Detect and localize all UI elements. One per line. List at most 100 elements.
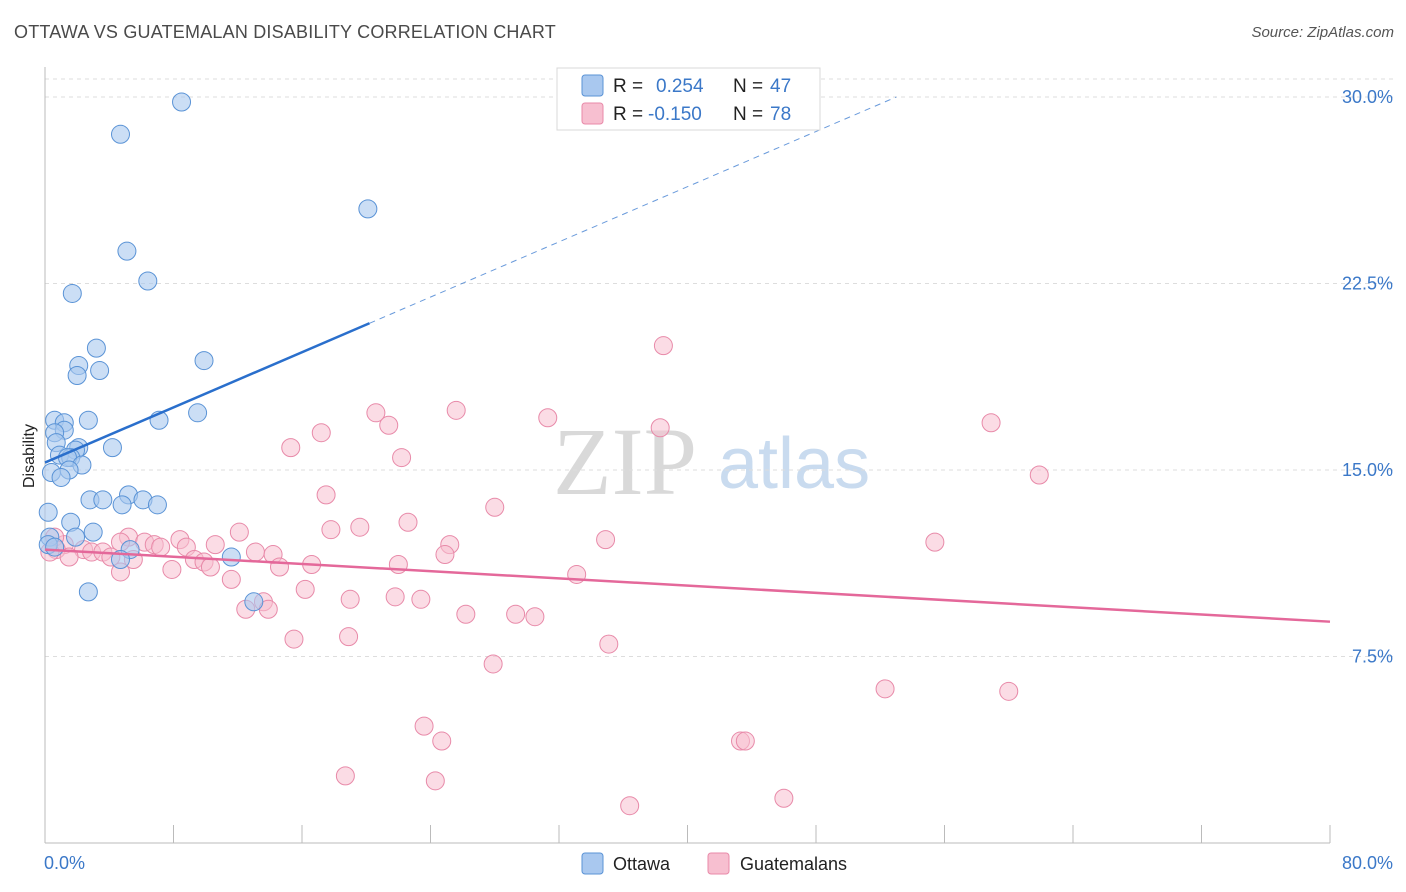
- ottawa-trend-line: [44, 322, 370, 464]
- guatemalans-point-7: [311, 423, 331, 443]
- ottawa-trend-extension: [369, 96, 897, 324]
- ottawa-points: [38, 92, 378, 612]
- ottawa-point-11: [188, 403, 208, 423]
- guatemalans-point-22: [925, 532, 945, 552]
- guatemalans-point-67: [414, 716, 434, 736]
- bottom-legend-label-guatemalans: Guatemalans: [740, 854, 847, 874]
- legend-n-label-ottawa: N =: [733, 76, 763, 97]
- guatemalans-point-8: [281, 438, 301, 458]
- guatemalans-point-52: [340, 589, 360, 609]
- ottawa-point-33: [112, 495, 132, 515]
- guatemalans-point-63: [599, 634, 619, 654]
- gridlines: [45, 78, 1395, 657]
- guatemalans-point-59: [506, 604, 526, 624]
- guatemalans-point-17: [596, 530, 616, 550]
- x-tick-label-1: 80.0%: [1342, 853, 1393, 873]
- ottawa-point-5: [62, 283, 82, 303]
- guatemalans-point-15: [350, 517, 370, 537]
- tick-labels: 7.5% 15.0% 22.5% 30.0% 0.0% 80.0%: [44, 87, 1393, 873]
- guatemalans-point-47: [162, 559, 182, 579]
- guatemalans-point-60: [525, 607, 545, 627]
- guatemalans-trend-line: [44, 548, 1331, 623]
- ottawa-point-1: [110, 124, 130, 144]
- guatemalans-point-51: [295, 579, 315, 599]
- guatemalans-point-49: [221, 569, 241, 589]
- stats-legend: R = 0.254 N = 47 R = -0.150 N = 78: [556, 67, 821, 131]
- ottawa-point-13: [78, 410, 98, 430]
- ottawa-point-43: [221, 547, 241, 567]
- ottawa-point-34: [147, 495, 167, 515]
- guatemalans-point-70: [735, 731, 755, 751]
- guatemalans-point-21: [205, 535, 225, 555]
- guatemalans-point-65: [875, 679, 895, 699]
- guatemalans-point-54: [411, 589, 431, 609]
- guatemalans-point-5: [379, 415, 399, 435]
- ottawa-point-7: [194, 351, 214, 371]
- guatemalans-point-32: [151, 537, 171, 557]
- guatemalans-point-74: [774, 788, 794, 808]
- ottawa-point-45: [78, 582, 98, 602]
- y-tick-label-3: 30.0%: [1342, 87, 1393, 107]
- ottawa-point-30: [93, 490, 113, 510]
- guatemalans-point-12: [485, 497, 505, 517]
- ottawa-point-19: [102, 438, 122, 458]
- legend-n-value-guatemalans: 78: [770, 104, 791, 125]
- guatemalans-point-6: [650, 418, 670, 438]
- guatemalans-point-73: [620, 796, 640, 816]
- legend-r-value-guatemalans: -0.150: [648, 104, 702, 125]
- legend-n-label-guatemalans: N =: [733, 104, 763, 125]
- guatemalans-point-58: [456, 604, 476, 624]
- guatemalans-point-14: [321, 520, 341, 540]
- guatemalans-point-0: [653, 336, 673, 356]
- ottawa-point-41: [45, 537, 65, 557]
- guatemalans-point-62: [339, 627, 359, 647]
- legend-n-value-ottawa: 47: [770, 76, 791, 97]
- guatemalans-point-37: [245, 542, 265, 562]
- ottawa-point-4: [138, 271, 158, 291]
- legend-swatch-ottawa: [581, 74, 604, 97]
- bottom-legend-swatch-ottawa: [581, 852, 604, 875]
- legend-r-value-ottawa: 0.254: [656, 76, 704, 97]
- ottawa-point-10: [67, 366, 87, 386]
- ottawa-point-9: [90, 361, 110, 381]
- ottawa-point-46: [244, 592, 264, 612]
- y-tick-label-1: 15.0%: [1342, 460, 1393, 480]
- ottawa-point-35: [38, 502, 58, 522]
- legend-r-label-guatemalans: R =: [613, 104, 643, 125]
- legend-r-label-ottawa: R =: [613, 76, 643, 97]
- guatemalans-point-46: [270, 557, 290, 577]
- y-tick-label-0: 7.5%: [1352, 647, 1393, 667]
- guatemalans-point-39: [435, 545, 455, 565]
- guatemalans-point-10: [1029, 465, 1049, 485]
- y-tick-label-2: 22.5%: [1342, 274, 1393, 294]
- guatemalans-point-1: [446, 400, 466, 420]
- guatemalans-point-13: [398, 512, 418, 532]
- series-legend: Ottawa Guatemalans: [581, 852, 847, 875]
- guatemalans-point-11: [316, 485, 336, 505]
- guatemalans-point-64: [483, 654, 503, 674]
- ottawa-point-6: [86, 338, 106, 358]
- guatemalans-point-3: [538, 408, 558, 428]
- ottawa-point-0: [172, 92, 192, 112]
- trend-lines: [44, 96, 1331, 623]
- guatemalans-point-43: [200, 557, 220, 577]
- watermark-zip: ZIP: [553, 408, 697, 515]
- guatemalans-point-53: [385, 587, 405, 607]
- guatemalans-point-9: [392, 448, 412, 468]
- watermark-atlas: atlas: [718, 424, 870, 504]
- ottawa-point-39: [66, 527, 86, 547]
- x-tick-label-0: 0.0%: [44, 853, 85, 873]
- bottom-legend-swatch-guatemalans: [707, 852, 730, 875]
- guatemalans-point-71: [335, 766, 355, 786]
- guatemalans-point-16: [229, 522, 249, 542]
- guatemalans-point-4: [981, 413, 1001, 433]
- guatemalans-point-72: [425, 771, 445, 791]
- guatemalans-point-2: [366, 403, 386, 423]
- ottawa-point-3: [117, 241, 137, 261]
- guatemalans-point-66: [999, 681, 1019, 701]
- ottawa-point-28: [51, 467, 71, 487]
- guatemalans-point-35: [59, 547, 79, 567]
- guatemalans-point-68: [432, 731, 452, 751]
- ottawa-point-2: [358, 199, 378, 219]
